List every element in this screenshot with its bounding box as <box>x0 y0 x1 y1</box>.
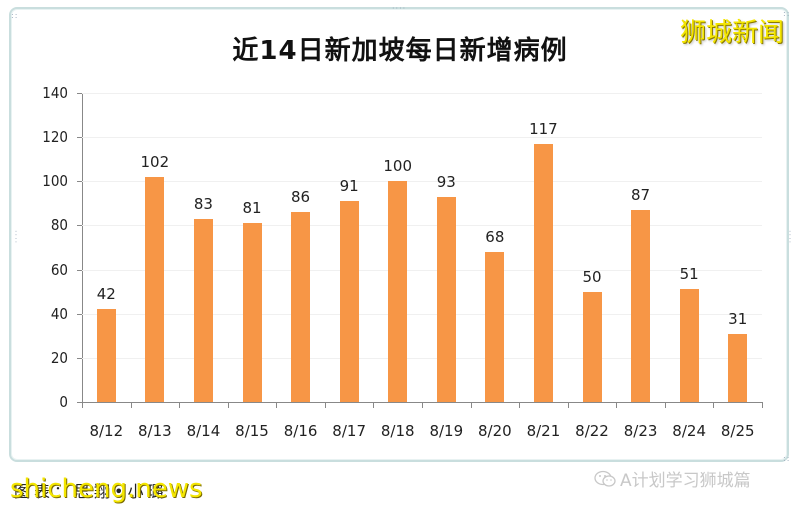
wechat-account-name: A计划学习狮城篇 <box>620 471 751 491</box>
bar <box>339 201 359 402</box>
resize-handle-left[interactable]: ···· <box>11 230 20 245</box>
bar <box>679 289 699 402</box>
y-tick-mark <box>77 402 82 403</box>
y-tick-label: 100 <box>42 172 68 191</box>
y-tick-label: 0 <box>59 393 68 411</box>
x-tick-mark <box>324 402 326 408</box>
x-tick-mark <box>567 402 569 408</box>
y-tick-mark <box>77 181 82 183</box>
wechat-account: A计划学习狮城篇 <box>594 466 751 491</box>
x-tick-mark <box>227 402 229 408</box>
resize-handle-bottom-right[interactable]: :: <box>783 454 791 463</box>
gridline <box>82 269 762 271</box>
y-tick-label: 80 <box>50 216 68 235</box>
y-tick-label: 20 <box>50 348 68 367</box>
bar <box>242 223 262 402</box>
bar <box>193 218 213 402</box>
bar-value-label: 68 <box>485 227 505 246</box>
bar <box>631 209 651 402</box>
x-tick-label: 8/23 <box>623 422 658 440</box>
gridline <box>82 357 762 359</box>
bar-value-label: 100 <box>383 157 413 176</box>
wechat-icon <box>594 470 616 488</box>
bar <box>485 251 505 402</box>
bar-value-label: 102 <box>140 152 170 171</box>
x-tick-label: 8/17 <box>332 422 366 440</box>
bar <box>533 143 553 402</box>
site-watermark: shicheng.news <box>10 474 203 504</box>
bar-value-label: 50 <box>582 267 602 286</box>
x-tick-mark <box>519 402 521 408</box>
y-tick-mark <box>77 357 82 359</box>
x-tick-mark <box>664 402 666 408</box>
bar <box>96 309 116 402</box>
resize-handle-top-left[interactable]: :: <box>11 11 19 20</box>
bar-value-label: 86 <box>291 188 311 207</box>
bar-value-label: 81 <box>242 199 262 218</box>
y-tick-label: 120 <box>42 128 68 147</box>
bar <box>291 212 311 402</box>
x-tick-mark <box>373 402 375 408</box>
y-tick-mark <box>77 313 82 315</box>
x-tick-mark <box>179 402 181 408</box>
x-tick-label: 8/19 <box>429 422 464 440</box>
y-tick-mark <box>77 269 82 271</box>
chart-title: 近14日新加坡每日新增病例 <box>232 36 568 66</box>
x-tick-label: 8/21 <box>526 422 561 440</box>
resize-handle-right[interactable]: ···· <box>785 230 794 245</box>
x-tick-label: 8/22 <box>575 422 609 440</box>
x-tick-label: 8/18 <box>380 422 415 440</box>
x-tick-label: 8/14 <box>186 422 221 440</box>
resize-handle-top[interactable]: ···· <box>392 4 407 13</box>
bar <box>145 176 165 402</box>
y-axis <box>82 93 83 402</box>
x-tick-mark <box>713 402 715 408</box>
bar-value-label: 42 <box>96 285 116 304</box>
y-tick-label: 60 <box>50 260 68 279</box>
resize-handle-top-right[interactable]: :: <box>783 9 791 18</box>
bar-value-label: 117 <box>529 119 558 138</box>
x-tick-label: 8/12 <box>89 422 124 440</box>
x-tick-label: 8/16 <box>283 422 318 440</box>
gridline <box>82 225 762 227</box>
chart-credit: 图表：思翔•小璐 <box>14 482 168 501</box>
x-tick-label: 8/20 <box>478 422 512 440</box>
y-tick-label: 40 <box>50 304 68 323</box>
y-tick-mark <box>77 137 82 139</box>
y-tick-mark <box>77 225 82 227</box>
bar-value-label: 91 <box>339 177 359 196</box>
bar <box>436 196 456 402</box>
y-tick-mark <box>77 93 82 94</box>
bar-value-label: 87 <box>631 185 651 204</box>
x-tick-mark <box>470 402 472 408</box>
bar-value-label: 31 <box>728 309 748 328</box>
x-tick-label: 8/25 <box>720 422 755 440</box>
x-tick-label: 8/13 <box>138 422 172 440</box>
bar <box>728 333 748 402</box>
bar <box>388 181 408 402</box>
bar-value-label: 51 <box>679 265 699 284</box>
bar-value-label: 83 <box>193 194 213 213</box>
x-tick-mark <box>422 402 423 408</box>
x-tick-mark <box>130 402 132 408</box>
x-tick-label: 8/15 <box>235 422 269 440</box>
gridline <box>82 313 762 315</box>
x-tick-mark <box>276 402 278 408</box>
bar <box>582 291 602 402</box>
gridline <box>82 181 762 183</box>
gridline <box>82 93 762 94</box>
x-tick-label: 8/24 <box>672 422 706 440</box>
x-tick-mark <box>762 402 763 408</box>
x-tick-mark <box>616 402 618 408</box>
gridline <box>82 137 762 139</box>
bar-value-label: 93 <box>436 172 456 191</box>
y-tick-label: 140 <box>42 84 68 102</box>
brand-logo: 狮城新闻 <box>679 18 784 48</box>
x-tick-mark <box>82 402 83 408</box>
